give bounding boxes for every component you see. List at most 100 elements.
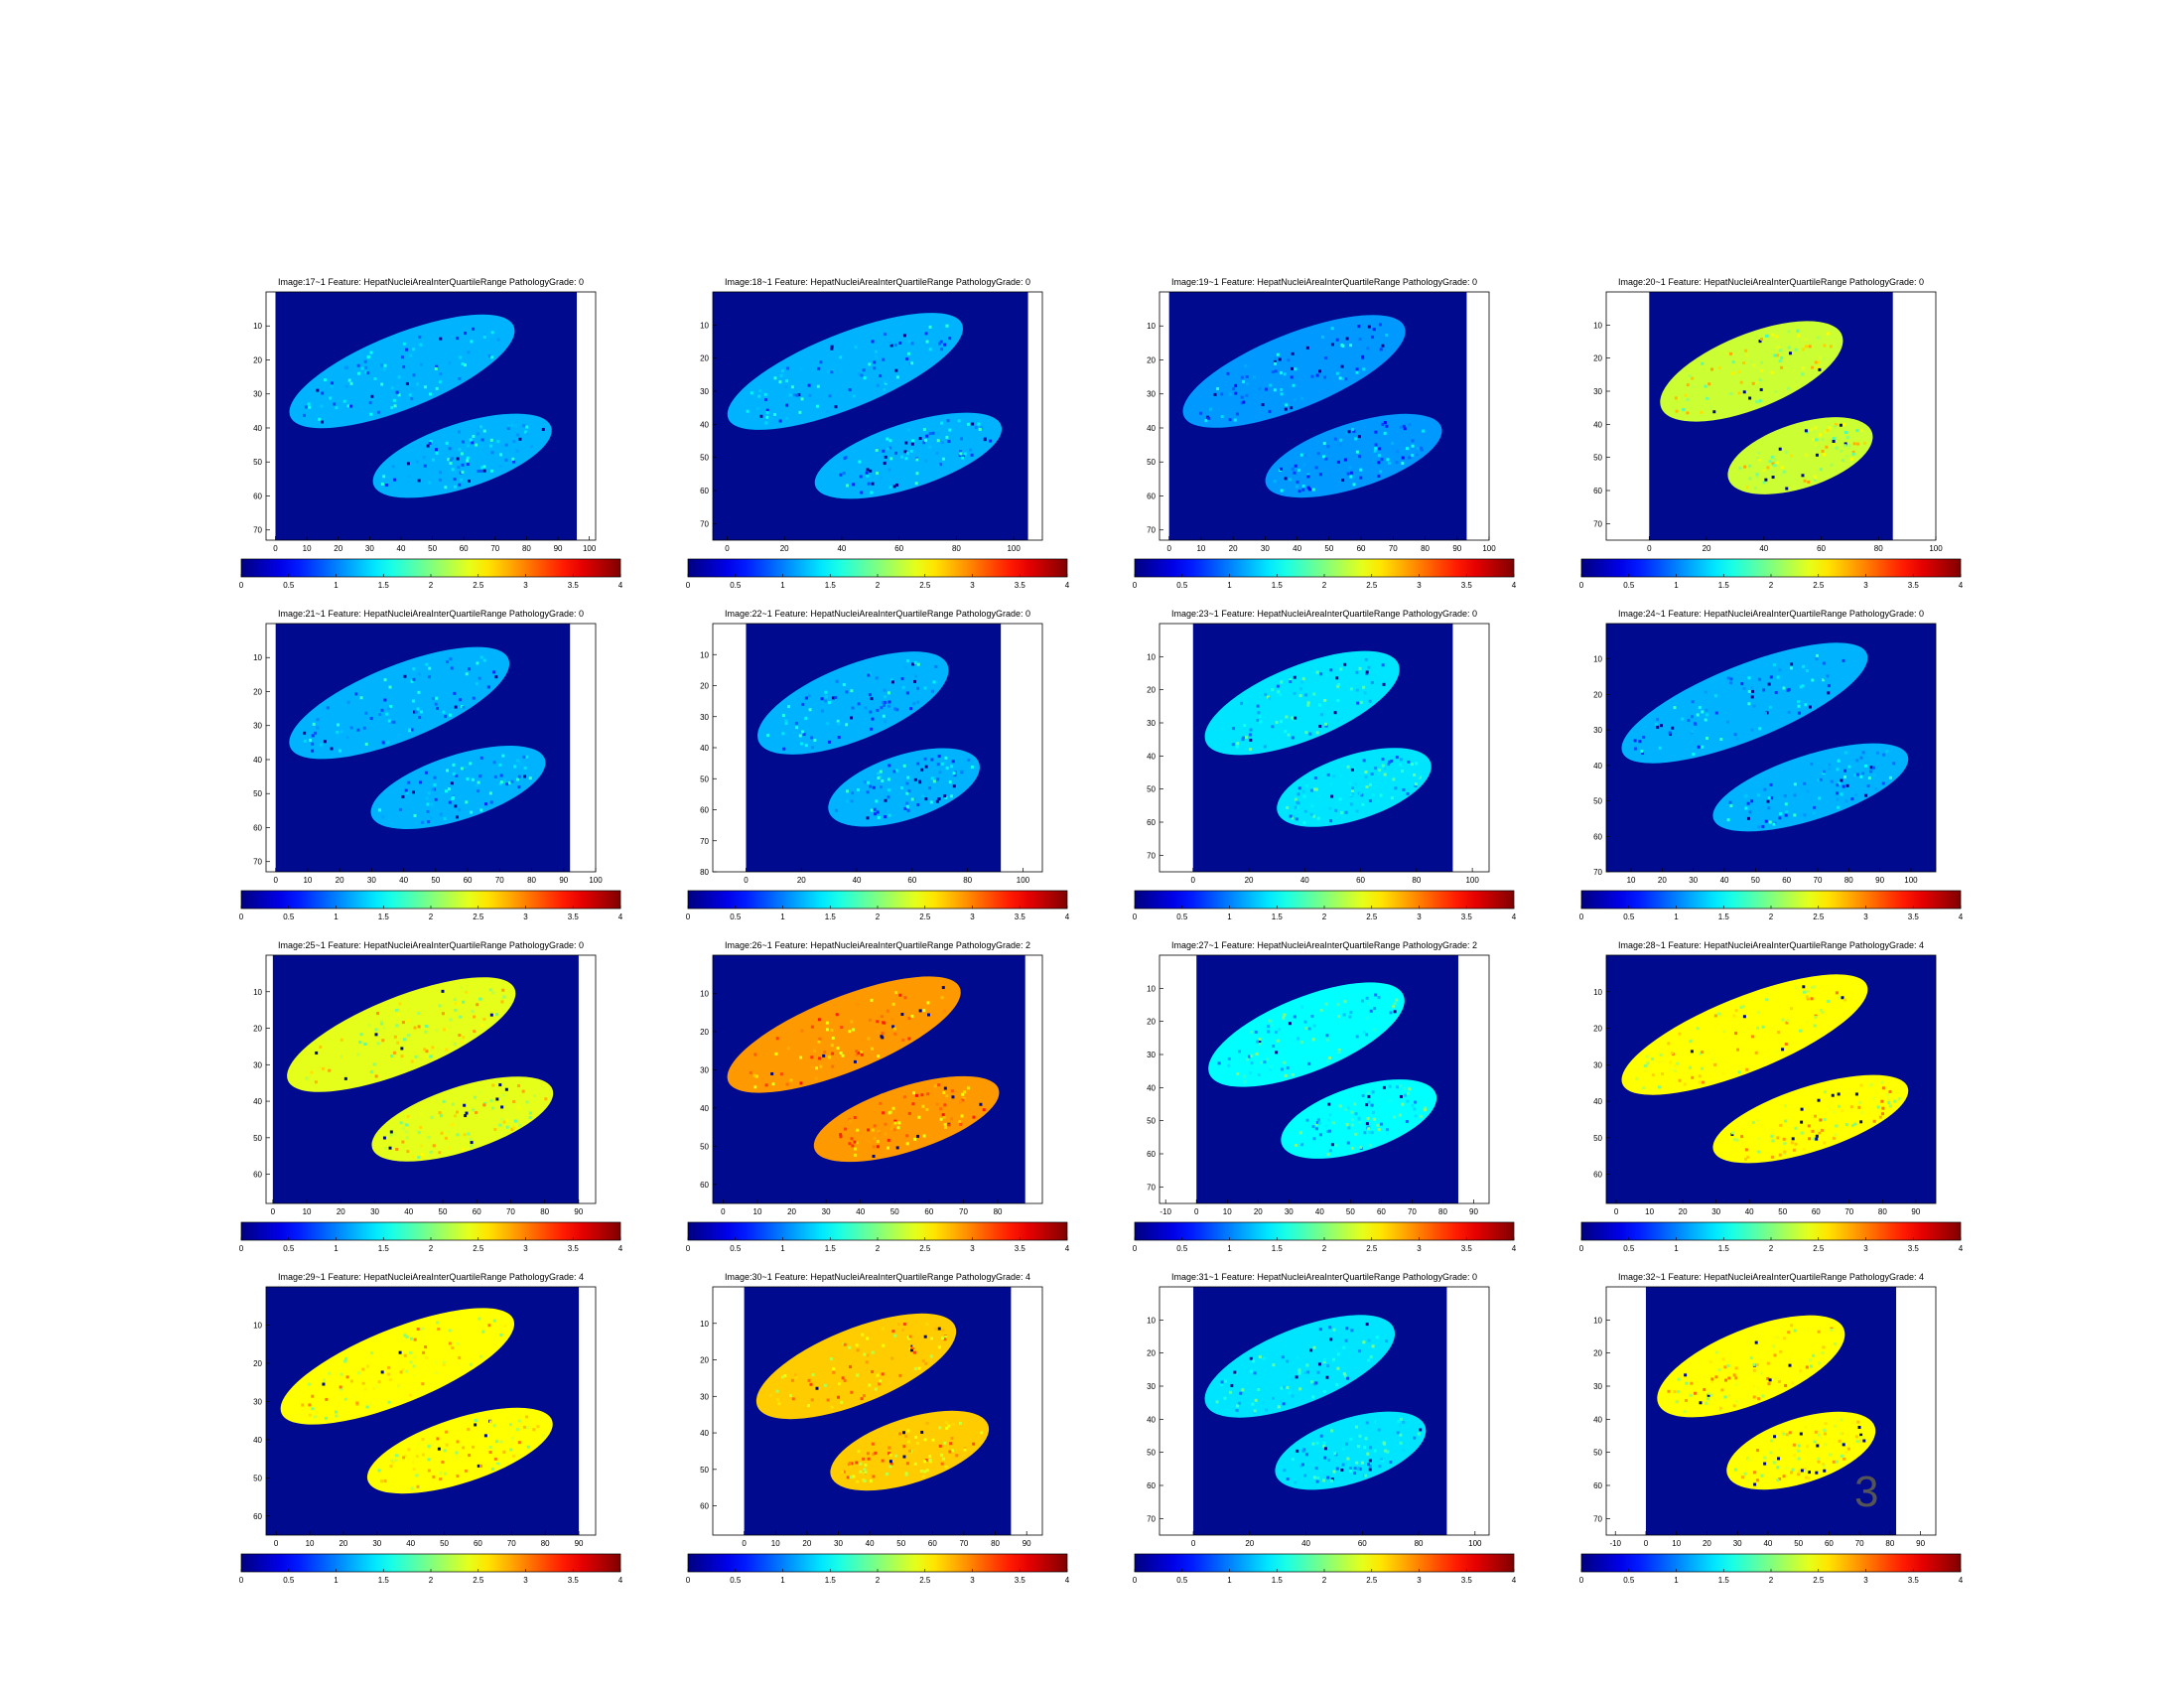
colorbar-tick-label: 2.5 (473, 1576, 484, 1585)
y-tick-label: 30 (1593, 1060, 1602, 1069)
y-tick-label: 60 (1147, 492, 1156, 500)
x-tick-label: 0 (721, 1207, 726, 1216)
y-tick-label: 40 (253, 1097, 262, 1106)
x-tick-label: 30 (365, 544, 374, 553)
colorbar-tick-label: 0.5 (283, 581, 295, 590)
colorbar-tick-label: 4 (1959, 581, 1964, 590)
x-tick-label: 30 (822, 1207, 831, 1216)
y-tick-label: 40 (1147, 1083, 1156, 1092)
colorbar-tick-label: 2 (1322, 1576, 1327, 1585)
y-tick-label: 60 (700, 1181, 709, 1190)
axes-border (1159, 291, 1490, 541)
x-tick-label: 10 (771, 1539, 780, 1548)
colorbar-tick-label: 3 (1863, 913, 1868, 921)
colorbar-tick-label: 2.5 (1366, 1576, 1378, 1585)
colorbar-tick-label: 2.5 (1366, 913, 1378, 921)
colorbar-tick-label: 2 (1769, 1244, 1774, 1253)
x-tick-label: 10 (753, 1207, 762, 1216)
x-tick-label: 10 (1223, 1207, 1232, 1216)
x-tick-label: 20 (797, 876, 806, 885)
x-tick-label: 20 (1703, 544, 1711, 553)
x-tick-label: 90 (554, 544, 563, 553)
panel-title: Image:21~1 Feature: HepatNucleiAreaInter… (278, 609, 584, 619)
x-tick-label: 70 (1855, 1539, 1864, 1548)
colorbar-tick-label: 2 (1769, 581, 1774, 590)
x-tick-label: 60 (460, 544, 469, 553)
y-tick-label: 10 (1593, 321, 1602, 330)
panel-12: Image:28~1 Feature: HepatNucleiAreaInter… (1579, 940, 1964, 1253)
y-tick-label: 10 (700, 321, 709, 330)
y-tick-label: 50 (700, 454, 709, 463)
y-tick-label: 40 (700, 420, 709, 429)
x-tick-label: 90 (1911, 1207, 1920, 1216)
colorbar-tick-label: 3.5 (1461, 581, 1473, 590)
panel-title: Image:18~1 Feature: HepatNucleiAreaInter… (725, 277, 1030, 287)
y-tick-label: 50 (1593, 797, 1602, 806)
y-tick-label: 10 (700, 1320, 709, 1329)
colorbar-tick-label: 1.5 (378, 1244, 390, 1253)
colorbar-tick-label: 2 (1322, 1244, 1327, 1253)
x-tick-label: 80 (1885, 1539, 1894, 1548)
x-tick-label: 60 (928, 1539, 937, 1548)
x-tick-label: 70 (959, 1207, 968, 1216)
colorbar-tick-label: 3.5 (1015, 1244, 1026, 1253)
y-tick-label: 20 (700, 1356, 709, 1365)
colorbar-tick-label: 2.5 (1813, 913, 1825, 921)
page-number: 3 (1854, 1468, 1879, 1516)
y-tick-label: 50 (253, 458, 262, 467)
x-tick-label: 0 (274, 1539, 279, 1548)
x-tick-label: 10 (303, 544, 312, 553)
panel-2: Image:18~1 Feature: HepatNucleiAreaInter… (686, 277, 1070, 590)
colorbar-tick-label: 0.5 (1176, 913, 1188, 921)
x-tick-label: 30 (367, 876, 376, 885)
colorbar-tick-label: 3.5 (1015, 913, 1026, 921)
x-tick-label: 80 (994, 1207, 1003, 1216)
x-tick-label: 60 (1782, 876, 1791, 885)
x-tick-label: 10 (306, 1539, 315, 1548)
heatmap-image (266, 1287, 580, 1535)
y-tick-label: 70 (1147, 526, 1156, 535)
x-tick-label: 0 (1647, 544, 1652, 553)
y-tick-label: 40 (253, 1436, 262, 1445)
y-tick-label: 70 (253, 858, 262, 867)
colorbar-tick-label: 1.5 (1718, 913, 1730, 921)
axes-border (1159, 1286, 1490, 1536)
colorbar-tick-label: 2 (429, 581, 434, 590)
y-tick-label: 30 (253, 1060, 262, 1069)
x-tick-label: 30 (372, 1539, 381, 1548)
colorbar-tick-label: 1 (1674, 1576, 1679, 1585)
y-tick-label: 70 (253, 526, 262, 535)
heatmap-image (1606, 624, 1936, 872)
x-tick-label: 40 (1315, 1207, 1324, 1216)
x-tick-label: 60 (924, 1207, 933, 1216)
colorbar-tick-label: 2 (1322, 581, 1327, 590)
colorbar-tick-label: 2.5 (919, 913, 931, 921)
heatmap-image (713, 955, 1025, 1203)
y-tick-label: 60 (253, 492, 262, 500)
y-tick-label: 40 (253, 424, 262, 433)
colorbar-tick-label: 2 (876, 1576, 881, 1585)
panel-7: Image:23~1 Feature: HepatNucleiAreaInter… (1133, 609, 1517, 921)
y-tick-label: 30 (253, 1397, 262, 1406)
x-tick-label: 10 (1627, 876, 1636, 885)
colorbar-tick-label: 3 (1417, 1244, 1422, 1253)
y-tick-label: 80 (700, 868, 709, 877)
y-tick-label: 20 (253, 355, 262, 364)
x-tick-label: 70 (1408, 1207, 1417, 1216)
colorbar-tick-label: 0.5 (730, 913, 742, 921)
x-tick-label: 0 (273, 876, 278, 885)
x-tick-label: 80 (1874, 544, 1883, 553)
axes-border (712, 954, 1043, 1204)
colorbar-tick-label: 1 (1227, 1244, 1232, 1253)
colorbar-tick-label: 0 (239, 1244, 244, 1253)
x-tick-label: 40 (397, 544, 406, 553)
colorbar-tick-label: 4 (1065, 581, 1070, 590)
colorbar-tick-label: 2.5 (1366, 581, 1378, 590)
y-tick-label: 60 (1593, 832, 1602, 841)
colorbar-tick-label: 4 (618, 581, 623, 590)
colorbar-tick-label: 2 (876, 581, 881, 590)
y-tick-label: 60 (1593, 487, 1602, 495)
colorbar-tick-label: 0.5 (1623, 1244, 1635, 1253)
colorbar-tick-label: 3 (523, 1244, 528, 1253)
